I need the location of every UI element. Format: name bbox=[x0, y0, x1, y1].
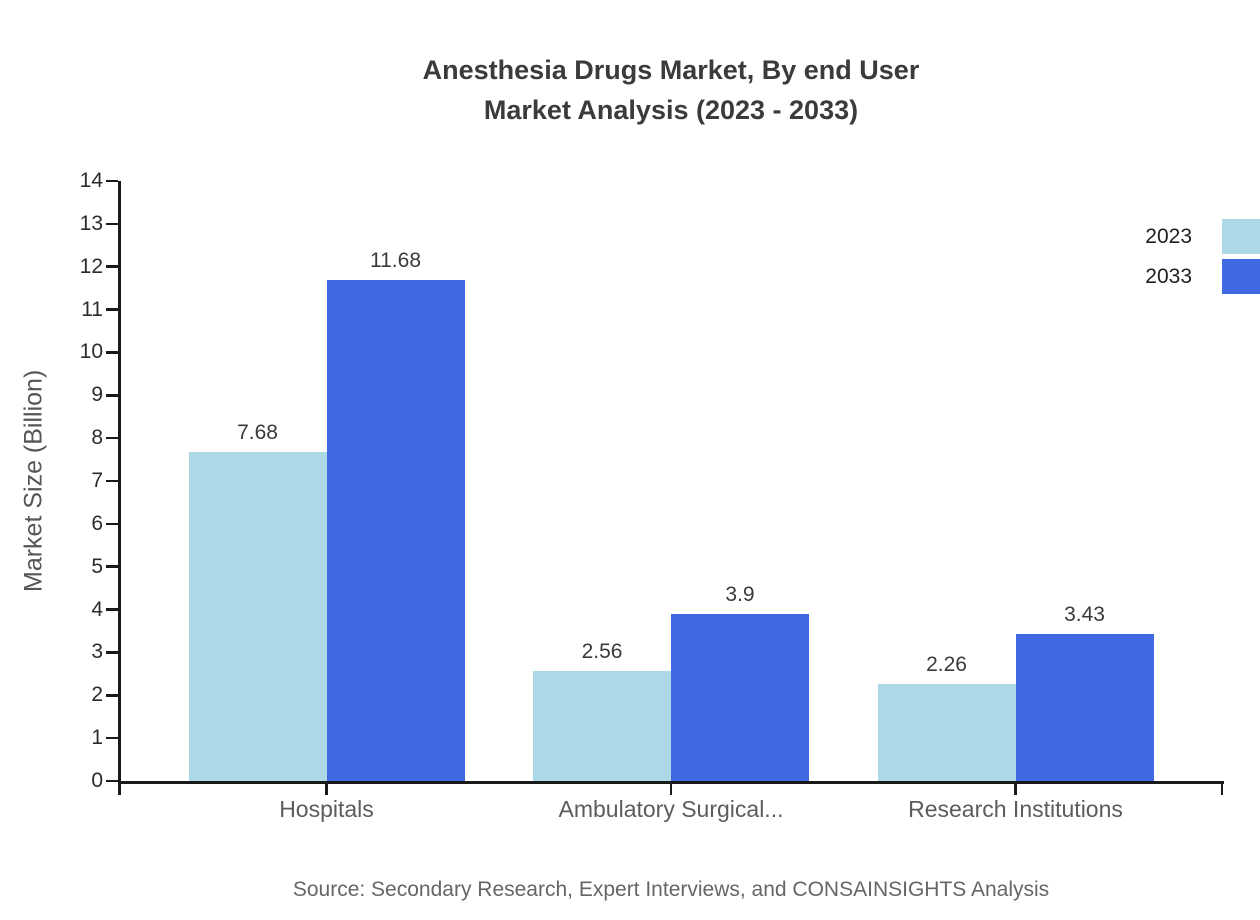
bar-fill bbox=[326, 280, 465, 781]
bar-fill bbox=[1015, 634, 1154, 781]
y-tick-label: 5 bbox=[91, 554, 103, 578]
bar-fill bbox=[533, 671, 671, 781]
y-tick-label: 3 bbox=[91, 640, 103, 664]
x-tick-mark bbox=[669, 783, 673, 795]
y-tick-label: 10 bbox=[79, 340, 103, 364]
legend-item-2033: 2033 bbox=[1145, 259, 1260, 294]
y-tick-mark bbox=[106, 479, 118, 483]
y-tick-mark bbox=[106, 779, 118, 783]
bar-value-label: 3.9 bbox=[725, 582, 755, 606]
y-tick-mark bbox=[106, 651, 118, 654]
bar-2033: 3.9 bbox=[671, 181, 809, 781]
bar-value-label: 3.43 bbox=[1064, 603, 1105, 626]
y-tick-label: 6 bbox=[91, 511, 103, 535]
y-tick-label: 0 bbox=[91, 769, 103, 792]
y-axis-line bbox=[118, 181, 121, 795]
y-tick-mark bbox=[106, 522, 118, 526]
bar-2023: 2.56 bbox=[533, 181, 671, 781]
y-tick-label: 11 bbox=[81, 297, 103, 321]
plot-area: 0 1 2 3 4 5 6 7 8 9 10 11 12 13 14 7.68 11.68 2.56 3.9 2.2… bbox=[80, 169, 1224, 822]
bar-value-label: 11.68 bbox=[370, 249, 421, 273]
y-tick-mark bbox=[106, 608, 118, 611]
x-tick-mark bbox=[325, 783, 328, 795]
y-tick-label: 8 bbox=[91, 426, 103, 450]
bar-2033: 11.68 bbox=[326, 181, 465, 781]
bar-2033: 3.43 bbox=[1015, 181, 1154, 781]
bar-value-label: 2.26 bbox=[926, 653, 967, 677]
x-category-label: Ambulatory Surgical... bbox=[558, 796, 784, 822]
bar-value-label: 2.56 bbox=[581, 640, 623, 664]
y-axis-title: Market Size (Billion) bbox=[19, 369, 48, 593]
x-tick-mark bbox=[1014, 783, 1017, 795]
source-text: Source: Secondary Research, Expert Inter… bbox=[292, 878, 1050, 901]
bars-container: 7.68 11.68 2.56 3.9 2.26 3.43 bbox=[120, 181, 1222, 781]
y-tick-mark bbox=[106, 179, 118, 183]
y-tick-mark bbox=[106, 565, 118, 568]
chart-title-block: Anesthesia Drugs Market, By end User Mar… bbox=[120, 50, 1222, 130]
chart-subtitle: Market Analysis (2023 - 2033) bbox=[483, 95, 859, 125]
y-tick-mark bbox=[106, 394, 118, 397]
bar-value-label: 7.68 bbox=[237, 420, 278, 444]
bar-2023: 7.68 bbox=[188, 181, 327, 781]
y-tick-label: 12 bbox=[79, 254, 103, 278]
x-axis-line bbox=[118, 781, 1224, 784]
legend-item-2023: 2023 bbox=[1145, 219, 1260, 254]
x-axis-labels: Hospitals Ambulatory Surgical... Research … bbox=[120, 795, 1222, 823]
y-tick-mark bbox=[106, 736, 118, 740]
bar-fill bbox=[188, 451, 327, 781]
bar-fill bbox=[671, 613, 809, 781]
y-tick-mark bbox=[106, 436, 118, 440]
bar-group: 7.68 11.68 bbox=[188, 181, 465, 781]
chart-title: Anesthesia Drugs Market, By end User bbox=[422, 55, 920, 85]
y-tick-label: 13 bbox=[79, 211, 103, 235]
y-tick-mark bbox=[106, 308, 118, 311]
y-tick-label: 1 bbox=[91, 726, 103, 750]
x-category-label: Research Institutions bbox=[908, 796, 1123, 822]
y-tick-mark bbox=[106, 265, 118, 268]
y-tick-label: 2 bbox=[91, 683, 103, 707]
legend-label: 2033 bbox=[1145, 264, 1192, 288]
y-tick-label: 9 bbox=[91, 383, 103, 407]
bar-group: 2.26 3.43 bbox=[877, 181, 1154, 781]
y-tick-label: 4 bbox=[91, 597, 103, 621]
legend-swatch bbox=[1222, 219, 1260, 254]
y-tick-mark bbox=[106, 222, 118, 226]
x-tick-mark bbox=[1220, 783, 1224, 795]
y-tick-mark bbox=[106, 694, 118, 697]
legend: 2023 2033 bbox=[1145, 219, 1260, 294]
y-tick-mark bbox=[106, 351, 118, 354]
x-tick-mark bbox=[118, 783, 122, 795]
legend-label: 2023 bbox=[1145, 224, 1192, 248]
y-tick-label: 7 bbox=[91, 469, 103, 492]
legend-swatch bbox=[1222, 259, 1260, 294]
bar-fill bbox=[877, 684, 1016, 781]
bar-group: 2.56 3.9 bbox=[533, 181, 809, 781]
x-category-label: Hospitals bbox=[279, 796, 374, 822]
y-tick-label: 14 bbox=[79, 169, 103, 192]
bar-2023: 2.26 bbox=[877, 181, 1016, 781]
